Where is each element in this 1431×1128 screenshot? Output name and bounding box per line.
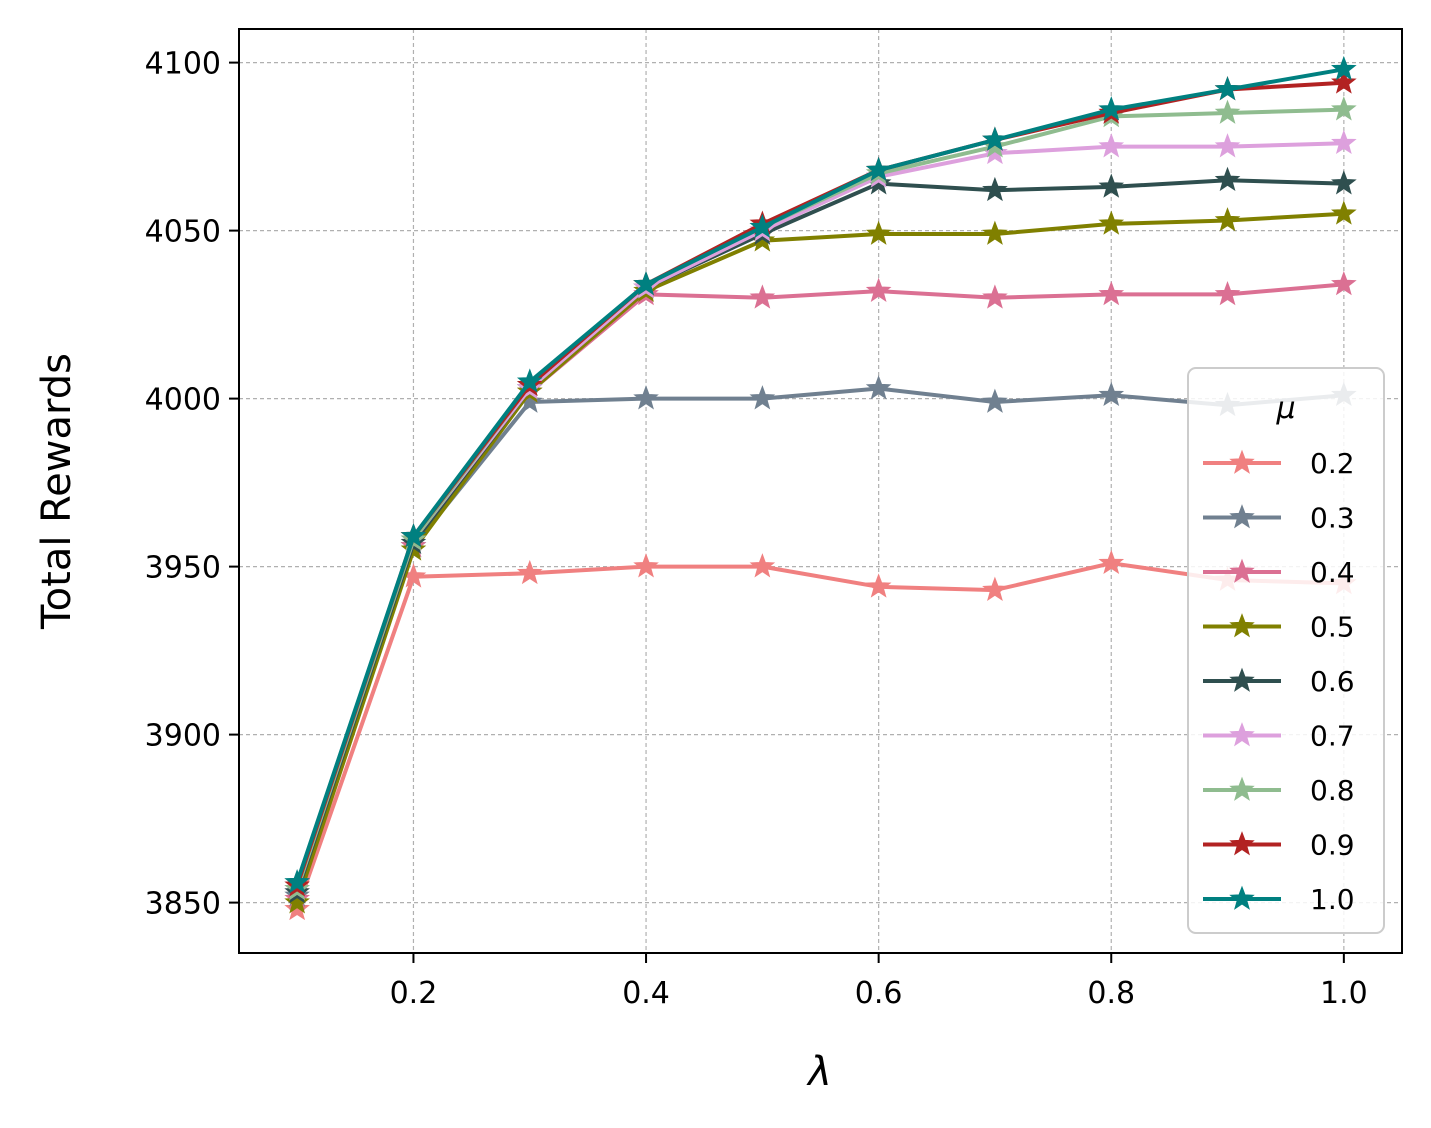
data-point-marker	[865, 375, 892, 400]
legend-swatch-marker	[1229, 449, 1255, 474]
data-point-marker	[982, 220, 1008, 245]
data-point-marker	[1214, 99, 1241, 124]
data-point-marker	[865, 573, 892, 598]
legend-swatch-marker	[1229, 504, 1255, 529]
legend-item: 1.0	[1203, 883, 1355, 916]
data-point-marker	[982, 176, 1008, 202]
data-point-marker	[1331, 96, 1357, 121]
data-point-marker	[1098, 210, 1125, 235]
legend-label: 0.5	[1310, 611, 1355, 644]
data-point-marker	[1098, 549, 1125, 575]
data-point-marker	[1331, 55, 1357, 81]
y-tick-label: 3850	[145, 887, 221, 922]
data-point-marker	[865, 156, 892, 181]
data-point-marker	[865, 220, 892, 245]
legend-swatch-marker	[1229, 722, 1255, 747]
legend-swatch-marker	[1229, 667, 1255, 692]
y-tick-label: 4000	[145, 383, 221, 418]
legend-item: 0.5	[1203, 611, 1355, 644]
data-point-marker	[749, 385, 776, 410]
data-point-marker	[516, 559, 543, 585]
data-point-marker	[1331, 270, 1357, 296]
data-point-marker	[982, 284, 1008, 309]
legend-title: μ	[1275, 391, 1295, 426]
series-line	[295, 107, 1344, 890]
legend-box	[1187, 367, 1385, 934]
data-point-marker	[865, 277, 892, 302]
data-point-marker	[1214, 133, 1241, 158]
legend-item: 0.3	[1203, 502, 1355, 535]
legend-item: 0.9	[1203, 829, 1355, 862]
series-line	[295, 386, 1344, 897]
data-point-marker	[982, 576, 1008, 601]
data-point-marker	[1331, 129, 1357, 155]
series-line	[295, 178, 1344, 894]
legend-swatch-marker	[1229, 831, 1255, 856]
legend-swatch-marker	[1229, 885, 1255, 910]
y-tick-label: 3950	[145, 551, 221, 586]
x-tick-label: 0.4	[622, 976, 670, 1011]
series-line	[295, 282, 1344, 900]
data-point-marker	[1098, 173, 1125, 198]
legend-swatch-marker	[1229, 776, 1255, 801]
data-point-marker	[633, 385, 659, 410]
data-point-marker	[284, 868, 310, 894]
data-point-marker	[1331, 170, 1357, 195]
legend-item: 0.4	[1203, 556, 1355, 589]
y-axis-title: Total Rewards	[34, 353, 80, 630]
legend-swatch-marker	[1229, 558, 1255, 583]
series-line	[295, 211, 1344, 904]
x-tick-label: 0.6	[855, 976, 903, 1011]
legend-label: 0.4	[1310, 556, 1355, 589]
data-point-marker	[1331, 69, 1357, 94]
x-axis-title: λ	[806, 1049, 832, 1095]
y-tick-label: 4050	[145, 215, 221, 250]
legend-swatch-marker	[1229, 613, 1255, 638]
series-line	[295, 141, 1344, 890]
legend-item: 0.8	[1203, 774, 1355, 807]
legend: μ 0.2 0.3 0.4 0.5 0.6 0.7 0.8 0.9 1.0	[1187, 367, 1385, 934]
legend-label: 0.9	[1310, 829, 1355, 862]
legend-label: 0.3	[1310, 502, 1355, 535]
x-tick-label: 0.2	[390, 976, 438, 1011]
data-point-marker	[400, 522, 427, 548]
legend-label: 0.2	[1310, 447, 1355, 480]
data-point-marker	[1214, 76, 1241, 101]
data-point-marker	[1098, 381, 1125, 407]
y-tick-label: 3900	[145, 719, 221, 754]
data-point-marker	[1214, 280, 1241, 306]
data-point-marker	[982, 388, 1008, 413]
data-point-marker	[749, 213, 776, 239]
data-point-marker	[284, 889, 310, 914]
x-tick-label: 1.0	[1320, 976, 1368, 1011]
x-tick-label: 0.8	[1087, 976, 1135, 1011]
legend-item: 0.2	[1203, 447, 1355, 480]
data-point-marker	[749, 553, 776, 578]
legend-item: 0.6	[1203, 665, 1355, 698]
data-point-marker	[982, 126, 1008, 151]
data-point-marker	[1098, 96, 1125, 121]
data-point-marker	[749, 284, 776, 309]
data-point-marker	[633, 270, 659, 296]
legend-label: 0.6	[1310, 665, 1355, 698]
data-point-marker	[1214, 166, 1241, 192]
data-point-marker	[633, 553, 659, 578]
legend-label: 0.8	[1310, 774, 1355, 807]
data-point-marker	[1098, 280, 1125, 306]
data-point-marker	[516, 368, 543, 393]
axis-ticks: 0.2 0.4 0.6 0.8 1.0 3850 3900 3950 4000 4050 4100	[145, 47, 1368, 1011]
plot-frame	[238, 28, 1403, 954]
y-tick-label: 4100	[145, 47, 221, 82]
data-point-marker	[1214, 207, 1241, 232]
data-point-marker	[1331, 200, 1357, 225]
series-line	[295, 67, 1345, 884]
series-line	[295, 561, 1344, 910]
legend-items: 0.2 0.3 0.4 0.5 0.6 0.7 0.8 0.9 1.0	[1203, 447, 1355, 916]
data-point-marker	[1098, 133, 1125, 158]
legend-label: 1.0	[1310, 883, 1355, 916]
series-1-0	[284, 55, 1357, 894]
legend-label: 0.7	[1310, 720, 1355, 753]
legend-item: 0.7	[1203, 720, 1355, 753]
